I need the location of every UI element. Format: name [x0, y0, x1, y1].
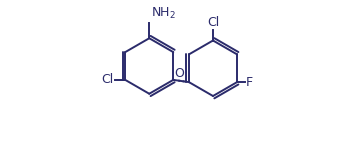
- Text: Cl: Cl: [207, 15, 219, 28]
- Text: Cl: Cl: [102, 73, 114, 86]
- Text: F: F: [245, 76, 252, 89]
- Text: NH$_2$: NH$_2$: [151, 6, 176, 21]
- Text: O: O: [174, 67, 184, 80]
